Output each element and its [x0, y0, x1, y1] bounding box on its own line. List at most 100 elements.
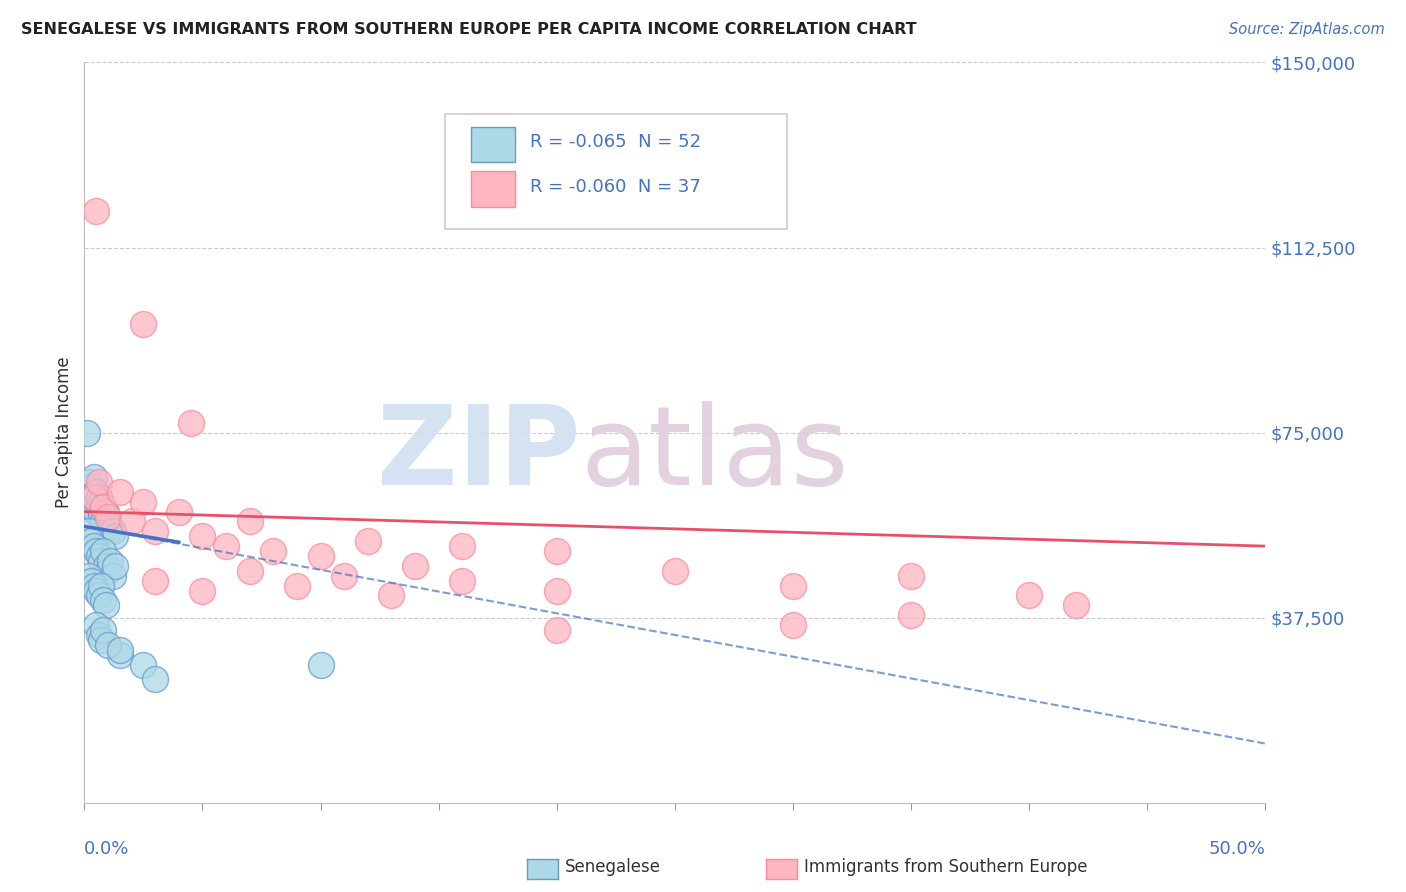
Point [83, 539, 105, 553]
Text: 0.0%: 0.0% [84, 840, 129, 858]
Point [285, 579, 308, 593]
Point [180, 416, 202, 430]
Point [84, 583, 107, 598]
FancyBboxPatch shape [471, 127, 516, 162]
Point [80, 490, 103, 504]
FancyBboxPatch shape [444, 114, 787, 229]
Text: R = -0.060  N = 37: R = -0.060 N = 37 [530, 178, 700, 196]
Point [91, 544, 114, 558]
Text: ZIP: ZIP [377, 401, 581, 508]
Point [80, 480, 103, 494]
Point [77, 475, 100, 489]
Point [239, 564, 262, 578]
Point [132, 657, 155, 672]
Point [239, 515, 262, 529]
Point [91, 500, 114, 514]
Point [108, 642, 131, 657]
Point [900, 608, 922, 623]
Point [94, 558, 117, 573]
Point [167, 505, 190, 519]
Point [97, 509, 120, 524]
Point [97, 564, 120, 578]
Point [91, 623, 114, 637]
Point [664, 564, 686, 578]
Text: Senegalese: Senegalese [565, 858, 661, 876]
Point [94, 505, 117, 519]
Point [143, 524, 166, 539]
Point [121, 515, 143, 529]
Point [101, 524, 124, 539]
Point [546, 583, 568, 598]
Text: SENEGALESE VS IMMIGRANTS FROM SOUTHERN EUROPE PER CAPITA INCOME CORRELATION CHAR: SENEGALESE VS IMMIGRANTS FROM SOUTHERN E… [21, 22, 917, 37]
Point [143, 673, 166, 687]
Point [309, 657, 332, 672]
Point [101, 568, 124, 582]
Point [97, 638, 120, 652]
Point [77, 494, 100, 508]
Point [215, 539, 238, 553]
Point [90, 509, 112, 524]
Point [84, 618, 107, 632]
Point [87, 628, 110, 642]
Point [546, 623, 568, 637]
Point [132, 494, 155, 508]
Point [98, 519, 121, 533]
Point [84, 484, 107, 499]
Point [87, 475, 110, 489]
Point [191, 529, 214, 543]
Point [87, 500, 110, 514]
Point [90, 632, 112, 647]
Point [76, 425, 98, 440]
Point [80, 574, 103, 588]
Point [94, 599, 117, 613]
Point [782, 579, 804, 593]
Point [76, 484, 98, 499]
Point [357, 534, 380, 549]
Point [77, 568, 100, 582]
Point [309, 549, 332, 563]
Point [84, 544, 107, 558]
Point [333, 568, 356, 582]
FancyBboxPatch shape [471, 171, 516, 207]
Text: atlas: atlas [581, 401, 849, 508]
Point [91, 500, 114, 514]
Point [451, 539, 474, 553]
Point [104, 529, 127, 543]
Point [83, 579, 105, 593]
Point [83, 470, 105, 484]
Point [87, 490, 110, 504]
Y-axis label: Per Capita Income: Per Capita Income [55, 357, 73, 508]
Point [191, 583, 214, 598]
Point [90, 554, 112, 568]
Point [91, 593, 114, 607]
Text: Source: ZipAtlas.com: Source: ZipAtlas.com [1229, 22, 1385, 37]
Point [90, 494, 112, 508]
Point [132, 317, 155, 331]
Point [108, 648, 131, 662]
Point [104, 558, 127, 573]
Text: R = -0.065  N = 52: R = -0.065 N = 52 [530, 134, 700, 152]
Point [80, 534, 103, 549]
Point [1018, 589, 1040, 603]
Point [143, 574, 166, 588]
Point [83, 490, 105, 504]
Point [83, 500, 105, 514]
Point [91, 515, 114, 529]
Point [84, 505, 107, 519]
Point [404, 558, 426, 573]
Point [782, 618, 804, 632]
Point [380, 589, 402, 603]
Point [900, 568, 922, 582]
Point [77, 524, 100, 539]
Point [90, 579, 112, 593]
Point [87, 549, 110, 563]
Point [108, 484, 131, 499]
Point [97, 524, 120, 539]
Point [97, 515, 120, 529]
Point [262, 544, 284, 558]
Point [1066, 599, 1088, 613]
Point [84, 203, 107, 218]
Text: Immigrants from Southern Europe: Immigrants from Southern Europe [804, 858, 1088, 876]
Point [451, 574, 474, 588]
Point [98, 554, 121, 568]
